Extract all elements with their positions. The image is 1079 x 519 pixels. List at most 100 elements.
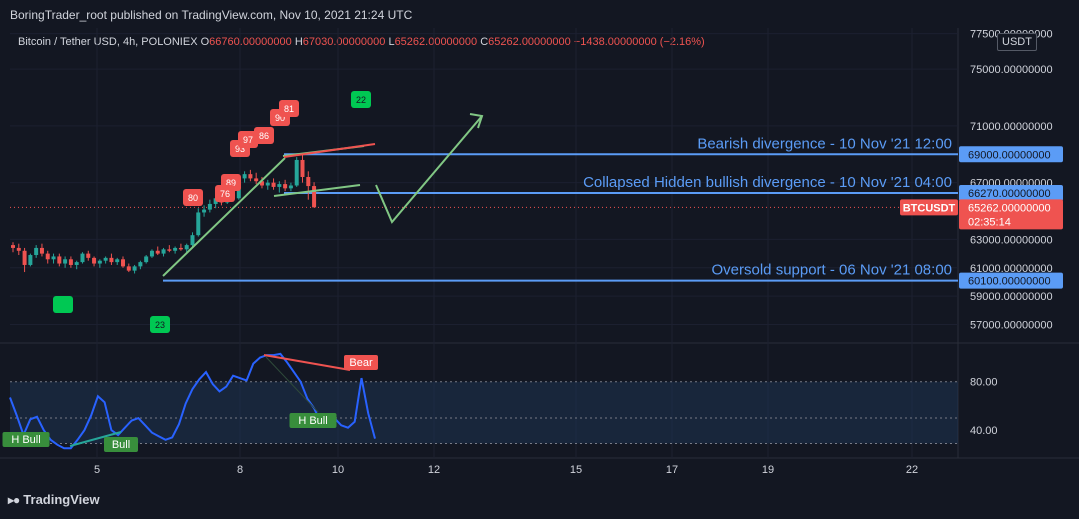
candle-body [207,203,212,210]
low-value: 65262.00000000 [394,36,478,48]
time-axis-tick-label: 5 [94,464,100,476]
candle-body [271,182,276,187]
candle-body [149,250,154,257]
current-price-tag [959,199,1063,230]
current-symbol-tag-text: BTCUSDT [903,202,956,214]
rsi-axis-tick-label: 40.00 [970,425,998,437]
rsi-axis-tick-label: 80.00 [970,377,998,389]
indicator-marker-8: 22 [351,91,371,108]
level-label-1: Collapsed Hidden bullish divergence - 10… [583,174,952,191]
time-axis-tick-label: 17 [666,464,678,476]
open-value: 66760.00000000 [209,36,292,48]
rsi-annotation-text-3: Bear [349,357,373,369]
current-symbol-tag [900,199,958,216]
projection-path [375,115,483,224]
indicator-marker-text: 22 [356,95,366,105]
candle-body [155,250,160,254]
candle-body [254,178,259,182]
candle-body [74,262,79,265]
indicator-marker-stack [53,296,73,313]
candle-body [16,247,21,251]
candle-body [22,250,27,265]
candle-body [103,257,108,261]
indicator-marker-4: 97 [238,131,258,148]
projection-arrowhead [469,113,484,129]
candle-body [196,212,201,236]
rsi-annotation-text-0: H Bull [11,434,40,446]
candle-body [202,209,207,213]
candle-body [34,247,39,256]
indicator-marker-box [150,316,170,333]
time-axis-tick-label: 22 [906,464,918,476]
candle-body [190,235,195,246]
candle-body [86,253,91,258]
rsi-hidden-bull-line [265,356,319,413]
candle-body [28,255,33,265]
candle-body [265,182,270,186]
rsi-annotation-box-2 [289,413,337,428]
price-axis-tick-label: 57000.00000000 [970,320,1053,332]
high-value: 67030.00000000 [302,36,386,48]
price-axis-tick-label: 61000.00000000 [970,263,1053,275]
lower-wedge-line [273,184,361,197]
candle-body [51,256,56,260]
candle-body [45,253,50,260]
indicator-marker-text: 86 [259,131,269,141]
indicator-marker-box [215,185,235,202]
candle-body [80,253,85,263]
candle-body [277,184,282,187]
candle-body [167,249,172,251]
indicator-marker-text: 90 [275,113,285,123]
candle-body [138,262,143,267]
candle-body [126,266,131,271]
indicator-marker-text: 89 [226,178,236,188]
level-price-tag-2 [959,272,1063,289]
candle-body [248,174,253,179]
indicator-marker-9: 23 [150,316,170,333]
current-price-tag-value: 65262.00000000 [968,202,1051,214]
close-value: 65262.00000000 [488,36,571,48]
candle-body [161,249,166,254]
indicator-marker-box [254,127,274,144]
time-axis-tick-label: 15 [570,464,582,476]
rsi-annotation-box-3 [344,355,378,370]
indicator-marker-text: 81 [284,104,294,114]
indicator-marker-text: 97 [243,135,253,145]
indicator-marker-text: 80 [188,193,198,203]
level-price-tag-text-2: 60100.00000000 [968,276,1051,288]
rsi-annotation-box-0 [2,432,50,447]
candle-body [288,185,293,189]
rsi-bull-divergence-line [69,431,122,447]
indicator-marker-0: 80 [183,189,203,206]
candle-body [11,245,15,248]
indicator-marker-box [238,131,258,148]
level-label-2: Oversold support - 06 Nov '21 08:00 [712,262,953,279]
currency-unit-button[interactable]: USDT [997,33,1037,51]
candle-body [97,260,102,264]
indicator-marker-box [279,100,299,117]
candle-body [173,247,178,251]
time-axis-tick-label: 10 [332,464,344,476]
candle-body [184,245,189,250]
candle-body [132,266,137,271]
candle-body [68,259,73,265]
level-price-tag-1 [959,185,1063,202]
candle-body [144,256,149,263]
level-price-tag-text-1: 66270.00000000 [968,188,1051,200]
indicator-marker-5: 86 [254,127,274,144]
candle-body [213,198,218,204]
level-price-tag-0 [959,146,1063,163]
rsi-annotation-text-2: H Bull [298,415,327,427]
price-axis-tick-label: 59000.00000000 [970,291,1053,303]
candle-body [300,159,305,177]
candle-body [121,259,126,267]
candle-body [92,257,97,264]
published-header: BoringTrader_root published on TradingVi… [10,8,413,22]
rsi-annotation-box-1 [104,437,138,452]
symbol-name: Bitcoin / Tether USD, 4h, POLONIEX [18,36,198,48]
indicator-marker-text: 76 [220,189,230,199]
tradingview-logo-icon: ▸● [8,493,20,507]
candle-body [259,181,264,186]
